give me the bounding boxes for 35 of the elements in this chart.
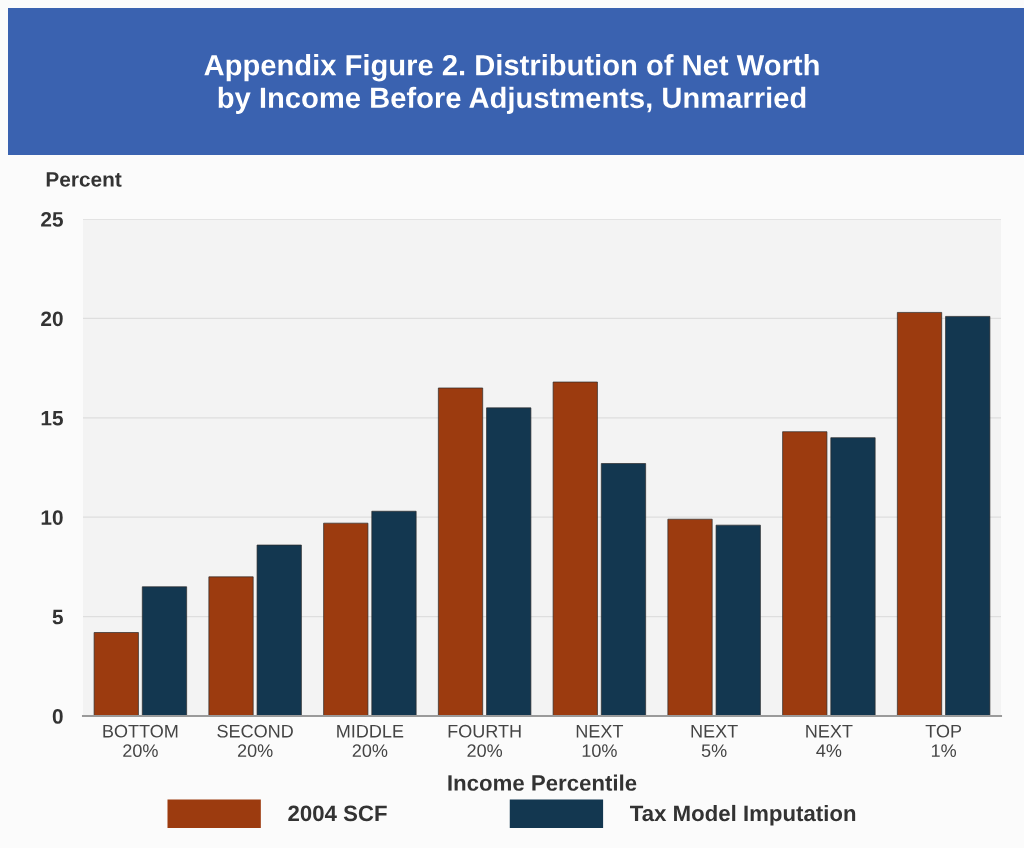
legend-label: Tax Model Imputation: [630, 804, 856, 826]
x-axis-title: Income Percentile: [448, 774, 637, 791]
bar: [782, 431, 828, 716]
bar: [93, 632, 139, 716]
y-axis-title: Percent: [46, 172, 122, 187]
x-tick-label: MIDDLE 20%: [337, 725, 404, 758]
legend-label: 2004 SCF: [288, 805, 387, 822]
y-tick-label: 5: [52, 609, 63, 625]
x-tick-label: BOTTOM 20%: [103, 724, 178, 758]
x-tick-label: SECOND 20%: [217, 724, 293, 758]
bar: [667, 518, 713, 716]
bar: [600, 463, 646, 716]
x-tick-label: NEXT 5%: [691, 725, 738, 758]
y-tick-label: 10: [41, 510, 63, 525]
bar: [323, 522, 369, 716]
chart-title: Appendix Figure 2. Distribution of Net Worth by Income Before Adjustments, Unmarried: [204, 54, 819, 114]
y-tick-label: 20: [41, 311, 63, 327]
bar: [141, 586, 187, 716]
bar: [208, 576, 254, 716]
x-tick-label: NEXT 10%: [576, 725, 624, 758]
bar: [945, 316, 991, 716]
bar: [897, 312, 943, 716]
bar: [371, 510, 417, 716]
bar: [486, 407, 532, 716]
bar: [830, 437, 876, 716]
bar: [715, 524, 761, 716]
y-tick-label: 0: [52, 709, 63, 724]
y-tick-label: 15: [41, 411, 63, 426]
x-tick-label: NEXT 4%: [806, 725, 853, 757]
x-tick-label: FOURTH 20%: [448, 724, 521, 758]
y-tick-label: 25: [41, 212, 63, 227]
bar: [438, 387, 484, 716]
bar: [256, 544, 302, 716]
x-tick-label: TOP 1%: [925, 724, 962, 757]
bar: [552, 381, 598, 716]
